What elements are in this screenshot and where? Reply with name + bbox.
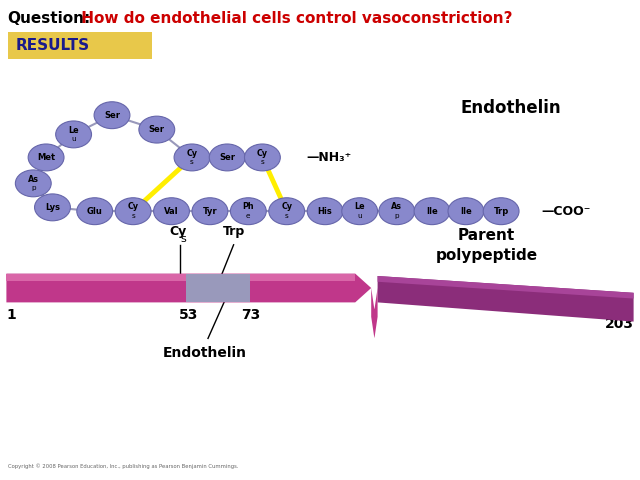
Text: Cy: Cy	[186, 149, 198, 157]
Circle shape	[483, 198, 519, 225]
Text: Lys: Lys	[45, 203, 60, 212]
Text: 203: 203	[605, 317, 634, 331]
Circle shape	[342, 198, 378, 225]
Text: Copyright © 2008 Pearson Education, Inc., publishing as Pearson Benjamin Cumming: Copyright © 2008 Pearson Education, Inc.…	[8, 464, 238, 469]
Polygon shape	[186, 274, 250, 302]
Text: Glu: Glu	[87, 207, 102, 216]
Circle shape	[15, 170, 51, 197]
Text: p: p	[394, 213, 399, 219]
Text: Cy: Cy	[281, 203, 292, 211]
Text: Cy: Cy	[170, 225, 186, 238]
Text: Ile: Ile	[426, 207, 438, 216]
Text: 1: 1	[6, 308, 16, 322]
Text: s: s	[180, 234, 186, 244]
Text: Trp: Trp	[493, 207, 509, 216]
Text: u: u	[71, 136, 76, 142]
Text: Cy: Cy	[127, 203, 139, 211]
Polygon shape	[378, 276, 634, 322]
Text: e: e	[246, 213, 251, 219]
Text: —COO⁻: —COO⁻	[541, 204, 591, 218]
Circle shape	[139, 116, 175, 143]
Text: 53: 53	[179, 308, 198, 322]
Circle shape	[154, 198, 189, 225]
Circle shape	[56, 121, 92, 148]
Text: Ser: Ser	[149, 125, 165, 134]
Text: How do endothelial cells control vasoconstriction?: How do endothelial cells control vasocon…	[76, 11, 512, 25]
Circle shape	[174, 144, 210, 171]
Polygon shape	[378, 276, 634, 299]
Text: Ser: Ser	[219, 153, 236, 162]
Circle shape	[28, 144, 64, 171]
FancyBboxPatch shape	[8, 32, 152, 59]
Circle shape	[94, 102, 130, 129]
Text: Met: Met	[37, 153, 55, 162]
Text: RESULTS: RESULTS	[16, 37, 90, 53]
Circle shape	[244, 144, 280, 171]
Text: Trp: Trp	[223, 225, 244, 238]
Text: Endothelin: Endothelin	[461, 99, 561, 117]
Text: Endothelin: Endothelin	[163, 346, 247, 360]
Circle shape	[209, 144, 245, 171]
Text: Val: Val	[164, 207, 179, 216]
Text: As: As	[28, 175, 39, 183]
Circle shape	[77, 198, 113, 225]
Text: p: p	[31, 185, 36, 191]
Circle shape	[414, 198, 450, 225]
Text: Parent
polypeptide: Parent polypeptide	[435, 228, 538, 263]
Circle shape	[115, 198, 151, 225]
Circle shape	[379, 198, 415, 225]
Circle shape	[307, 198, 343, 225]
Text: Le: Le	[68, 126, 79, 134]
Circle shape	[448, 198, 484, 225]
Text: His: His	[317, 207, 333, 216]
Circle shape	[269, 198, 305, 225]
Text: Cy: Cy	[257, 149, 268, 157]
Polygon shape	[371, 288, 378, 337]
Text: —NH₃⁺: —NH₃⁺	[306, 151, 351, 164]
Text: s: s	[260, 159, 264, 165]
Text: As: As	[391, 203, 403, 211]
Text: s: s	[190, 159, 194, 165]
Polygon shape	[6, 274, 371, 302]
Circle shape	[192, 198, 228, 225]
Circle shape	[35, 194, 70, 221]
Text: s: s	[285, 213, 289, 219]
Polygon shape	[6, 274, 355, 281]
Text: Ile: Ile	[460, 207, 472, 216]
Text: 73: 73	[241, 308, 260, 322]
Text: s: s	[131, 213, 135, 219]
Text: Le: Le	[355, 203, 365, 211]
Text: Ser: Ser	[104, 111, 120, 120]
Text: Tyr: Tyr	[203, 207, 217, 216]
Text: Ph: Ph	[243, 203, 254, 211]
Circle shape	[230, 198, 266, 225]
Text: Question:: Question:	[8, 11, 91, 25]
Text: u: u	[357, 213, 362, 219]
